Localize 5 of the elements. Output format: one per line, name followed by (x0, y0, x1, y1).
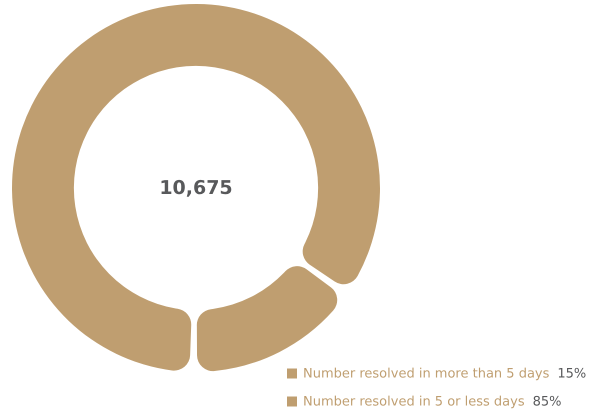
legend-label: Number resolved in more than 5 days (303, 366, 550, 382)
legend-label: Number resolved in 5 or less days (303, 394, 525, 410)
data-label: 15% (557, 366, 586, 382)
text: 10,675 (159, 177, 233, 199)
data-label: 85% (532, 394, 562, 410)
